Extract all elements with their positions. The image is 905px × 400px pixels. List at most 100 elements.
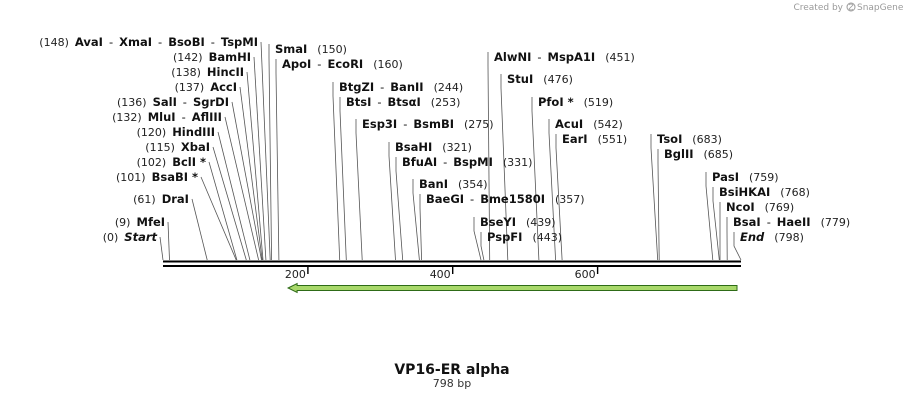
site-label: PfoI * (519) <box>538 95 613 109</box>
site-leader <box>480 232 485 261</box>
site-leader <box>332 82 341 261</box>
site-leader <box>473 217 482 261</box>
site-leader <box>268 44 272 261</box>
site-label: EarI (551) <box>562 132 627 146</box>
site-leader <box>246 71 264 261</box>
site-position: (476) <box>543 73 573 86</box>
enzyme-name: BsaI <box>733 215 761 229</box>
enzyme-name: Esp3I <box>362 117 397 131</box>
site-label: (9) MfeI <box>115 215 165 229</box>
enzyme-name: HincII <box>207 65 244 79</box>
enzyme-name: BglII <box>664 147 694 161</box>
site-position: (102) <box>137 156 167 169</box>
site-position: (160) <box>373 58 403 71</box>
site-label: (102) BclI * <box>137 155 206 169</box>
site-position: (101) <box>116 171 146 184</box>
enzyme-name: TsoI <box>657 132 682 146</box>
enzyme-name: ApoI <box>282 57 311 71</box>
site-position: (759) <box>749 171 779 184</box>
enzyme-name: End <box>740 230 765 244</box>
site-label: (132) MluI - AflIII <box>112 110 222 124</box>
site-leader <box>388 142 396 261</box>
site-position: (275) <box>464 118 494 131</box>
site-label: BtsI - BtsαI (253) <box>346 95 460 109</box>
enzyme-name: AcuI <box>555 117 583 131</box>
site-position: (137) <box>175 81 205 94</box>
site-leader <box>253 56 267 261</box>
enzyme-name: BsiHKAI <box>719 185 770 199</box>
enzyme-name: MluI <box>148 110 176 124</box>
site-label: BsaHI (321) <box>395 140 472 154</box>
enzyme-name: EcoRI <box>328 57 364 71</box>
site-separator: - <box>537 50 541 64</box>
enzyme-name: EarI <box>562 132 588 146</box>
site-label: BseYI (439) <box>480 215 556 229</box>
site-leader <box>217 131 251 261</box>
enzyme-name: Start <box>124 230 157 244</box>
site-position: (357) <box>555 193 585 206</box>
enzyme-name: BanII <box>390 80 423 94</box>
site-label: ApoI - EcoRI (160) <box>282 57 403 71</box>
site-position: (115) <box>145 141 175 154</box>
site-position: (798) <box>774 231 804 244</box>
site-position: (136) <box>117 96 147 109</box>
site-position: (354) <box>458 178 488 191</box>
site-leader <box>191 198 208 261</box>
site-position: (148) <box>39 36 69 49</box>
enzyme-name: HaeII <box>777 215 811 229</box>
site-label: BaeGI - Bme1580I (357) <box>426 192 585 206</box>
site-label: End (798) <box>740 230 804 244</box>
site-leader <box>260 41 271 261</box>
enzyme-name: BtsαI <box>388 95 421 109</box>
site-leader <box>212 146 247 261</box>
site-label: BsaI - HaeII (779) <box>733 215 850 229</box>
site-label: (61) DraI <box>133 192 189 206</box>
site-position: (244) <box>434 81 464 94</box>
site-label: (101) BsaBI * <box>116 170 198 184</box>
site-position: (451) <box>605 51 635 64</box>
site-label: (115) XbaI <box>145 140 210 154</box>
site-labels: (148) AvaI - XmaI - BsoBI - TspMI(142) BamHI(138… <box>39 35 850 244</box>
site-position: (779) <box>821 216 851 229</box>
site-position: (768) <box>780 186 810 199</box>
site-label: BanI (354) <box>419 177 488 191</box>
site-position: (519) <box>584 96 614 109</box>
site-label: (120) HindIII <box>137 125 215 139</box>
site-separator: - <box>470 192 474 206</box>
enzyme-name: BaeGI <box>426 192 464 206</box>
site-separator: - <box>317 57 321 71</box>
site-label: NcoI (769) <box>726 200 794 214</box>
site-leader <box>200 176 237 261</box>
enzyme-name: BanI <box>419 177 448 191</box>
site-leader <box>487 52 491 261</box>
site-label: (138) HincII <box>171 65 244 79</box>
enzyme-name: TspMI <box>221 35 258 49</box>
enzyme-name: BsoBI <box>168 35 205 49</box>
site-leader <box>419 194 422 261</box>
enzyme-name: MspA1I <box>548 50 596 64</box>
site-separator: - <box>109 35 113 49</box>
site-leader <box>355 119 363 261</box>
site-leader <box>412 179 420 261</box>
site-label: AcuI (542) <box>555 117 623 131</box>
site-leader <box>555 134 563 261</box>
site-label: (0) Start <box>103 230 158 244</box>
construct-length: 798 bp <box>433 377 471 390</box>
site-position: (685) <box>704 148 734 161</box>
enzyme-name: BsmBI <box>413 117 454 131</box>
site-leader <box>705 172 714 261</box>
site-label: TsoI (683) <box>657 132 722 146</box>
enzyme-name: BtgZI <box>339 80 374 94</box>
site-leader <box>275 59 280 261</box>
enzyme-name: NcoI <box>726 200 755 214</box>
enzyme-name: AccI <box>210 80 237 94</box>
ruler-tick-label: 200 <box>285 268 306 281</box>
site-position: (683) <box>692 133 722 146</box>
site-separator: - <box>158 35 162 49</box>
site-position: (120) <box>137 126 167 139</box>
site-leader <box>531 97 540 261</box>
site-position: (0) <box>103 231 119 244</box>
site-separator: - <box>380 80 384 94</box>
site-label: StuI (476) <box>507 72 573 86</box>
site-separator: - <box>182 110 186 124</box>
